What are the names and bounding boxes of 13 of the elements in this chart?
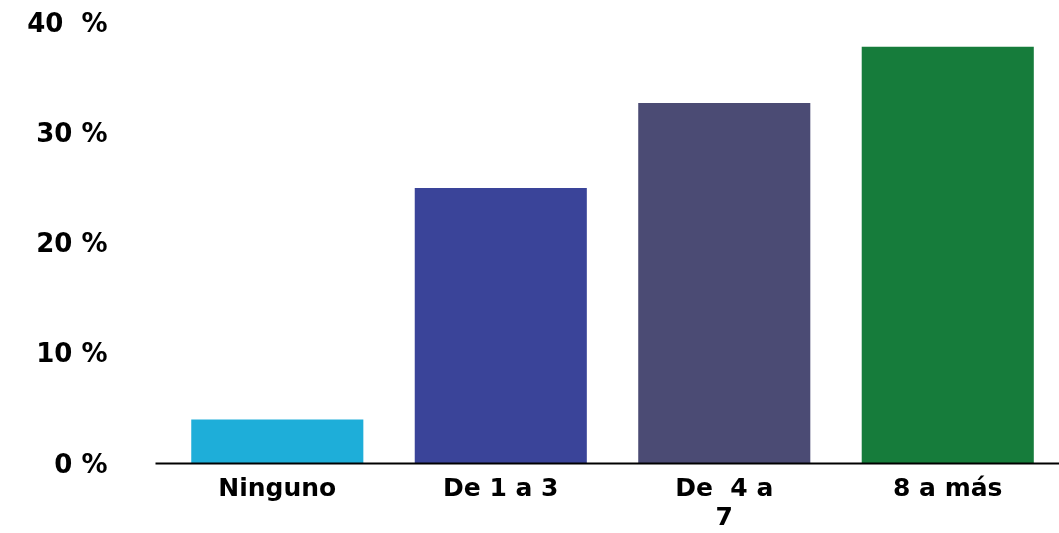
bar: [638, 102, 811, 464]
y-tick-label: 40 %: [27, 7, 108, 38]
x-tick-label: De 4 a 7: [675, 472, 774, 531]
y-tick-label: 30 %: [36, 117, 108, 148]
bar: [861, 46, 1034, 464]
bar: [414, 187, 587, 464]
bar: [191, 419, 364, 464]
y-tick-label: 0 %: [54, 448, 108, 479]
x-tick-label: De 1 a 3: [443, 472, 559, 502]
x-tick-label: 8 a más: [893, 472, 1003, 502]
y-tick-label: 10 %: [36, 338, 108, 369]
x-tick-label: Ninguno: [218, 472, 337, 502]
y-tick-label: 20 %: [36, 228, 108, 258]
